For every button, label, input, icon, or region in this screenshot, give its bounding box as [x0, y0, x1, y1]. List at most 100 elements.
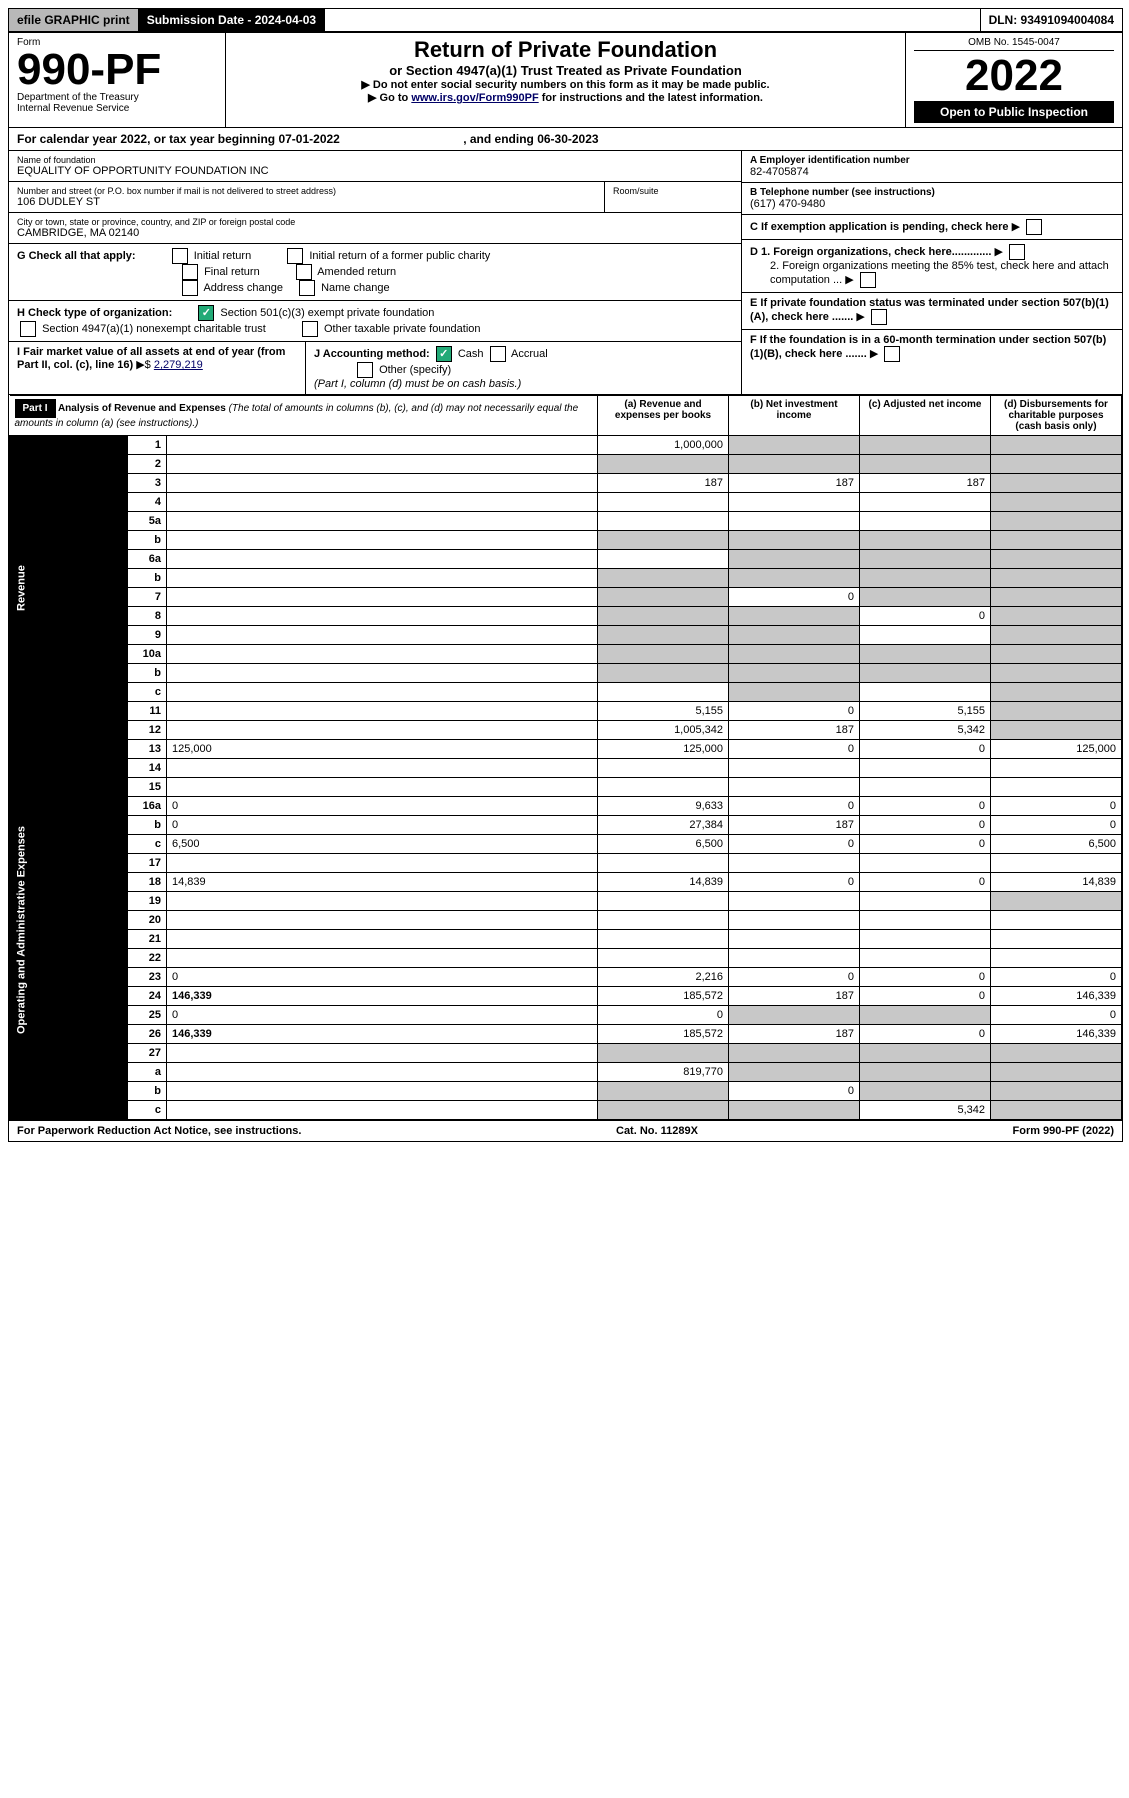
- check-f[interactable]: [884, 346, 900, 362]
- tax-year: 2022: [914, 51, 1114, 101]
- info-left: Name of foundation EQUALITY OF OPPORTUNI…: [9, 151, 742, 394]
- check-d1[interactable]: [1009, 244, 1025, 260]
- h-row: H Check type of organization: ✓ Section …: [9, 301, 741, 342]
- table-row: c5,342: [10, 1101, 1122, 1120]
- col-b-value: [729, 778, 860, 797]
- table-row: 1814,83914,8390014,839: [10, 873, 1122, 892]
- col-a-value: [598, 607, 729, 626]
- j-cash: Cash: [458, 348, 484, 360]
- col-a-value: [598, 493, 729, 512]
- table-row: 9: [10, 626, 1122, 645]
- analysis-header-row: Part I Analysis of Revenue and Expenses …: [10, 396, 1122, 436]
- check-final[interactable]: [182, 264, 198, 280]
- line-number: 22: [128, 949, 167, 968]
- col-c-value: [860, 854, 991, 873]
- cal-mid: , and ending: [463, 132, 537, 146]
- j-cell: J Accounting method: ✓ Cash Accrual Othe…: [306, 342, 741, 394]
- check-addr[interactable]: [182, 280, 198, 296]
- col-c-value: 0: [860, 797, 991, 816]
- footer: For Paperwork Reduction Act Notice, see …: [9, 1120, 1122, 1141]
- j-note: (Part I, column (d) must be on cash basi…: [314, 378, 521, 390]
- table-row: 16a09,633000: [10, 797, 1122, 816]
- col-a-value: [598, 455, 729, 474]
- line-number: 3: [128, 474, 167, 493]
- line-number: 27: [128, 1044, 167, 1063]
- line-number: 13: [128, 740, 167, 759]
- line-description: [167, 949, 598, 968]
- line-number: 24: [128, 987, 167, 1006]
- col-b-value: 0: [729, 702, 860, 721]
- addr: 106 DUDLEY ST: [17, 196, 596, 208]
- table-row: Operating and Administrative Expenses131…: [10, 740, 1122, 759]
- col-c-value: [860, 588, 991, 607]
- col-d-value: [991, 645, 1122, 664]
- table-row: 5a: [10, 512, 1122, 531]
- col-d-value: [991, 436, 1122, 455]
- line-number: 6a: [128, 550, 167, 569]
- col-a-value: 5,155: [598, 702, 729, 721]
- col-d-value: [991, 759, 1122, 778]
- check-c[interactable]: [1026, 219, 1042, 235]
- form-number: 990-PF: [17, 48, 217, 92]
- col-b-value: 0: [729, 588, 860, 607]
- col-a-value: [598, 531, 729, 550]
- irs-link[interactable]: www.irs.gov/Form990PF: [411, 92, 538, 104]
- line-number: b: [128, 569, 167, 588]
- check-name[interactable]: [299, 280, 315, 296]
- table-row: 70: [10, 588, 1122, 607]
- check-amended[interactable]: [296, 264, 312, 280]
- g-initial-former: Initial return of a former public charit…: [309, 250, 490, 262]
- col-c-value: [860, 930, 991, 949]
- cal-prefix: For calendar year 2022, or tax year begi…: [17, 132, 278, 146]
- check-initial-former[interactable]: [287, 248, 303, 264]
- col-d-value: [991, 512, 1122, 531]
- check-initial[interactable]: [172, 248, 188, 264]
- col-d-value: [991, 892, 1122, 911]
- col-a-value: [598, 664, 729, 683]
- check-d2[interactable]: [860, 272, 876, 288]
- col-a-value: [598, 1082, 729, 1101]
- col-b-value: 187: [729, 816, 860, 835]
- room-cell: Room/suite: [605, 182, 741, 212]
- col-b-value: [729, 1063, 860, 1082]
- check-4947[interactable]: [20, 321, 36, 337]
- check-other-acct[interactable]: [357, 362, 373, 378]
- col-b-value: 187: [729, 721, 860, 740]
- line-number: b: [128, 816, 167, 835]
- line-description: 0: [167, 1006, 598, 1025]
- line-description: [167, 854, 598, 873]
- check-cash[interactable]: ✓: [436, 346, 452, 362]
- col-a-value: [598, 550, 729, 569]
- f-label: F If the foundation is in a 60-month ter…: [750, 334, 1106, 360]
- line-number: 9: [128, 626, 167, 645]
- line-number: b: [128, 664, 167, 683]
- col-a-value: [598, 569, 729, 588]
- g-name: Name change: [321, 282, 390, 294]
- col-c-value: 5,155: [860, 702, 991, 721]
- line-number: 4: [128, 493, 167, 512]
- check-501c3[interactable]: ✓: [198, 305, 214, 321]
- col-b-value: [729, 854, 860, 873]
- check-e[interactable]: [871, 309, 887, 325]
- col-d-value: 0: [991, 816, 1122, 835]
- col-a-value: 6,500: [598, 835, 729, 854]
- col-a-value: [598, 778, 729, 797]
- header-row: Form 990-PF Department of the Treasury I…: [9, 33, 1122, 128]
- col-a-value: 9,633: [598, 797, 729, 816]
- col-c-value: 0: [860, 873, 991, 892]
- col-a-value: 2,216: [598, 968, 729, 987]
- i-value[interactable]: 2,279,219: [154, 359, 203, 371]
- col-d-value: [991, 455, 1122, 474]
- g-initial: Initial return: [194, 250, 251, 262]
- check-accrual[interactable]: [490, 346, 506, 362]
- e-cell: E If private foundation status was termi…: [742, 293, 1122, 330]
- dln: DLN: 93491094004084: [980, 9, 1122, 31]
- col-b-value: [729, 664, 860, 683]
- col-d-value: [991, 569, 1122, 588]
- header-left: Form 990-PF Department of the Treasury I…: [9, 33, 226, 127]
- col-b-value: [729, 493, 860, 512]
- col-b-value: 0: [729, 740, 860, 759]
- cal-end: 06-30-2023: [537, 132, 598, 146]
- check-other-tax[interactable]: [302, 321, 318, 337]
- foundation-name: EQUALITY OF OPPORTUNITY FOUNDATION INC: [17, 165, 733, 177]
